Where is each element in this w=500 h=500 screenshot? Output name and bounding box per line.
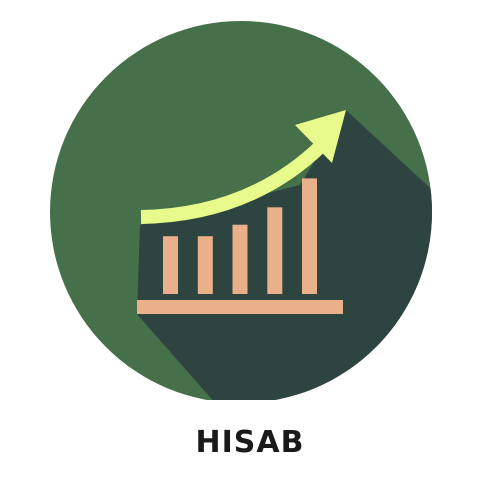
chart-bar bbox=[232, 224, 248, 294]
chart-bar bbox=[267, 207, 283, 294]
brand-name: HISAB bbox=[195, 425, 305, 460]
bars-group bbox=[163, 178, 317, 294]
trend-arrow-head bbox=[295, 110, 346, 163]
growth-chart-icon bbox=[50, 21, 432, 400]
chart-baseline bbox=[137, 300, 343, 314]
chart-bar bbox=[197, 236, 213, 294]
chart-bar bbox=[163, 236, 178, 294]
trend-arrow-line bbox=[140, 139, 327, 224]
chart-bar bbox=[302, 178, 317, 294]
